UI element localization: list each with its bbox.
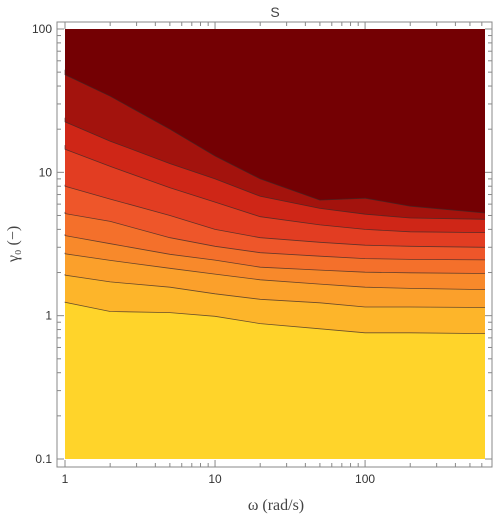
x-tick-label: 10 [208, 472, 222, 486]
x-axis-label: ω (rad/s) [248, 497, 304, 514]
contour-line [64, 69, 486, 214]
contour-line [64, 184, 486, 248]
x-tick-label: 1 [62, 472, 69, 486]
contour-line [64, 234, 486, 274]
y-axis-label: γ₀ (−) [5, 226, 22, 263]
x-axis: 1 10 100 [62, 22, 483, 486]
y-tick-label: 1 [45, 309, 52, 323]
y-axis: 0.1 1 10 100 [32, 22, 492, 466]
contour-line [64, 145, 486, 233]
contour-line [64, 117, 486, 220]
contour-band [65, 301, 485, 459]
plot-frame [56, 21, 493, 468]
contour-lines [64, 69, 486, 334]
y-tick-label: 10 [39, 165, 53, 179]
contour-bands [65, 29, 485, 460]
contour-line [64, 274, 486, 308]
y-tick-label: 0.1 [35, 452, 52, 466]
chart-title: S [270, 4, 279, 20]
contour-line [64, 252, 486, 290]
contour-line [64, 211, 486, 261]
contour-line [64, 301, 486, 334]
y-tick-label: 100 [32, 22, 52, 36]
x-tick-label: 100 [355, 472, 375, 486]
plot-area [56, 21, 493, 468]
